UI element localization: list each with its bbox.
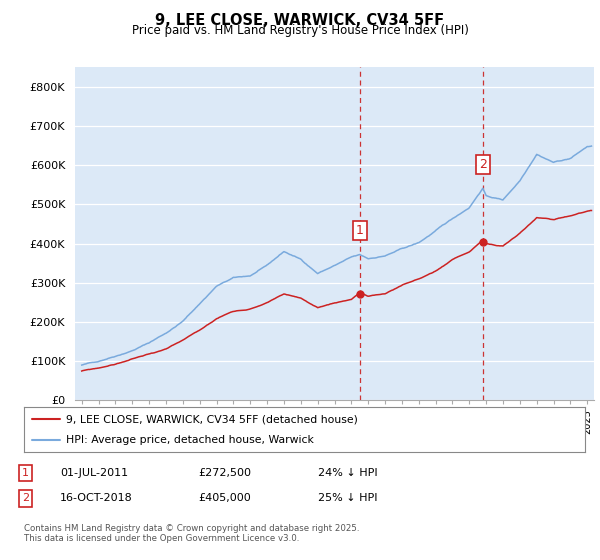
Text: 25% ↓ HPI: 25% ↓ HPI — [318, 493, 377, 503]
Text: 1: 1 — [22, 468, 29, 478]
Text: Price paid vs. HM Land Registry's House Price Index (HPI): Price paid vs. HM Land Registry's House … — [131, 24, 469, 37]
Text: £405,000: £405,000 — [198, 493, 251, 503]
Text: 01-JUL-2011: 01-JUL-2011 — [60, 468, 128, 478]
Text: 2: 2 — [22, 493, 29, 503]
Text: Contains HM Land Registry data © Crown copyright and database right 2025.
This d: Contains HM Land Registry data © Crown c… — [24, 524, 359, 543]
Text: 1: 1 — [356, 224, 364, 237]
Text: 9, LEE CLOSE, WARWICK, CV34 5FF: 9, LEE CLOSE, WARWICK, CV34 5FF — [155, 13, 445, 28]
Text: 2: 2 — [479, 158, 487, 171]
Text: HPI: Average price, detached house, Warwick: HPI: Average price, detached house, Warw… — [66, 435, 314, 445]
Text: 24% ↓ HPI: 24% ↓ HPI — [318, 468, 377, 478]
Text: £272,500: £272,500 — [198, 468, 251, 478]
Text: 16-OCT-2018: 16-OCT-2018 — [60, 493, 133, 503]
Text: 9, LEE CLOSE, WARWICK, CV34 5FF (detached house): 9, LEE CLOSE, WARWICK, CV34 5FF (detache… — [66, 414, 358, 424]
